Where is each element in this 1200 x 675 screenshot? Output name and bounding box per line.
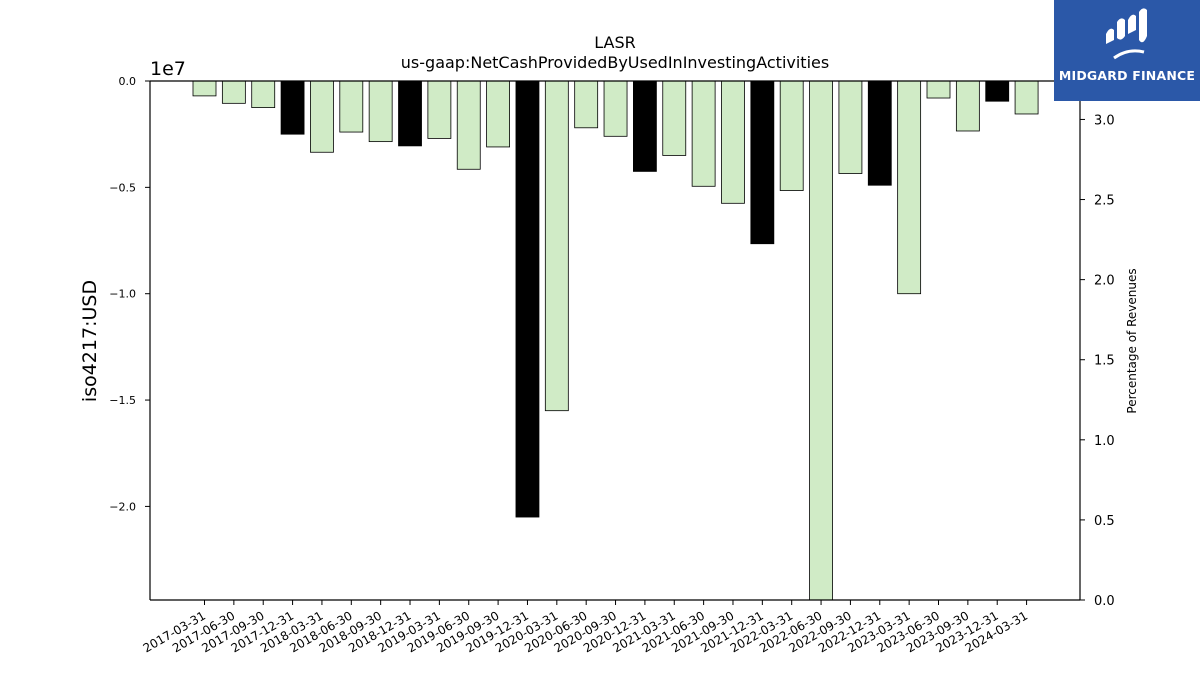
bar-2020-09-30 — [603, 80, 628, 137]
bar-2018-12-31 — [398, 80, 422, 147]
bar-2020-06-30 — [574, 80, 599, 129]
y2-tick-label-6: 3.0 — [1094, 113, 1115, 128]
bar-2021-03-31 — [662, 80, 687, 156]
chart-title: LASR — [594, 33, 636, 52]
bar-2021-06-30 — [691, 80, 716, 187]
axes-group: 0.0 −0.5 −1.0 −1.5 −2.0 0.0 0.5 1.0 1.5 2.0 2.5 3.0… — [109, 75, 1114, 655]
brand-name: MIDGARD FINANCE — [1058, 68, 1196, 83]
bar-2019-12-31 — [515, 80, 540, 518]
bar-2021-09-30 — [721, 80, 745, 204]
y2-tick-label-1: 0.5 — [1094, 514, 1115, 529]
bar-2018-03-31 — [310, 80, 334, 153]
bar-2020-03-31 — [544, 80, 569, 412]
bar-2023-12-31 — [985, 80, 1010, 102]
bar-2019-09-30 — [486, 80, 511, 148]
y-axis-label: iso4217:USD — [79, 280, 101, 402]
y2-tick-label-5: 2.5 — [1094, 194, 1115, 209]
bar-2017-09-30 — [251, 80, 276, 108]
bar-2024-03-31 — [1014, 80, 1039, 115]
brand-logo[interactable]: MIDGARD FINANCE — [1054, 0, 1200, 101]
bar-2022-12-31 — [867, 80, 892, 186]
y-tick-label-1: −0.5 — [109, 181, 136, 194]
y-tick-label-3: −1.5 — [109, 394, 136, 407]
chart-subtitle: us-gaap:NetCashProvidedByUsedInInvesting… — [401, 53, 829, 72]
bar-2021-12-31 — [750, 80, 775, 245]
bars-group — [192, 80, 1039, 601]
bar-2017-12-31 — [280, 80, 305, 135]
midgard-logo-icon — [1054, 0, 1200, 101]
bar-2023-03-31 — [897, 80, 922, 295]
y-tick-label-4: −2.0 — [109, 500, 136, 513]
bar-2019-03-31 — [427, 80, 452, 139]
y2-axis-label: Percentage of Revenues — [1125, 268, 1139, 413]
bar-2022-06-30 — [809, 80, 833, 601]
bar-2022-03-31 — [779, 80, 804, 191]
y2-tick-label-0: 0.0 — [1094, 594, 1115, 609]
bar-2023-09-30 — [955, 80, 980, 132]
y-tick-label-0: 0.0 — [119, 75, 137, 88]
y2-tick-label-4: 2.0 — [1094, 274, 1115, 289]
bar-2017-06-30 — [221, 80, 246, 104]
y2-tick-label-3: 1.5 — [1094, 354, 1115, 369]
bar-2019-06-30 — [456, 80, 481, 170]
y-tick-label-2: −1.0 — [109, 288, 136, 301]
y-offset-label: 1e7 — [150, 58, 186, 80]
bar-2022-09-30 — [838, 80, 863, 174]
bar-2023-06-30 — [926, 80, 951, 99]
y2-tick-label-2: 1.0 — [1094, 434, 1115, 449]
bar-2020-12-31 — [633, 80, 657, 172]
bar-2017-03-31 — [192, 80, 217, 97]
bar-2018-06-30 — [339, 80, 364, 133]
bar-2018-09-30 — [368, 80, 393, 143]
